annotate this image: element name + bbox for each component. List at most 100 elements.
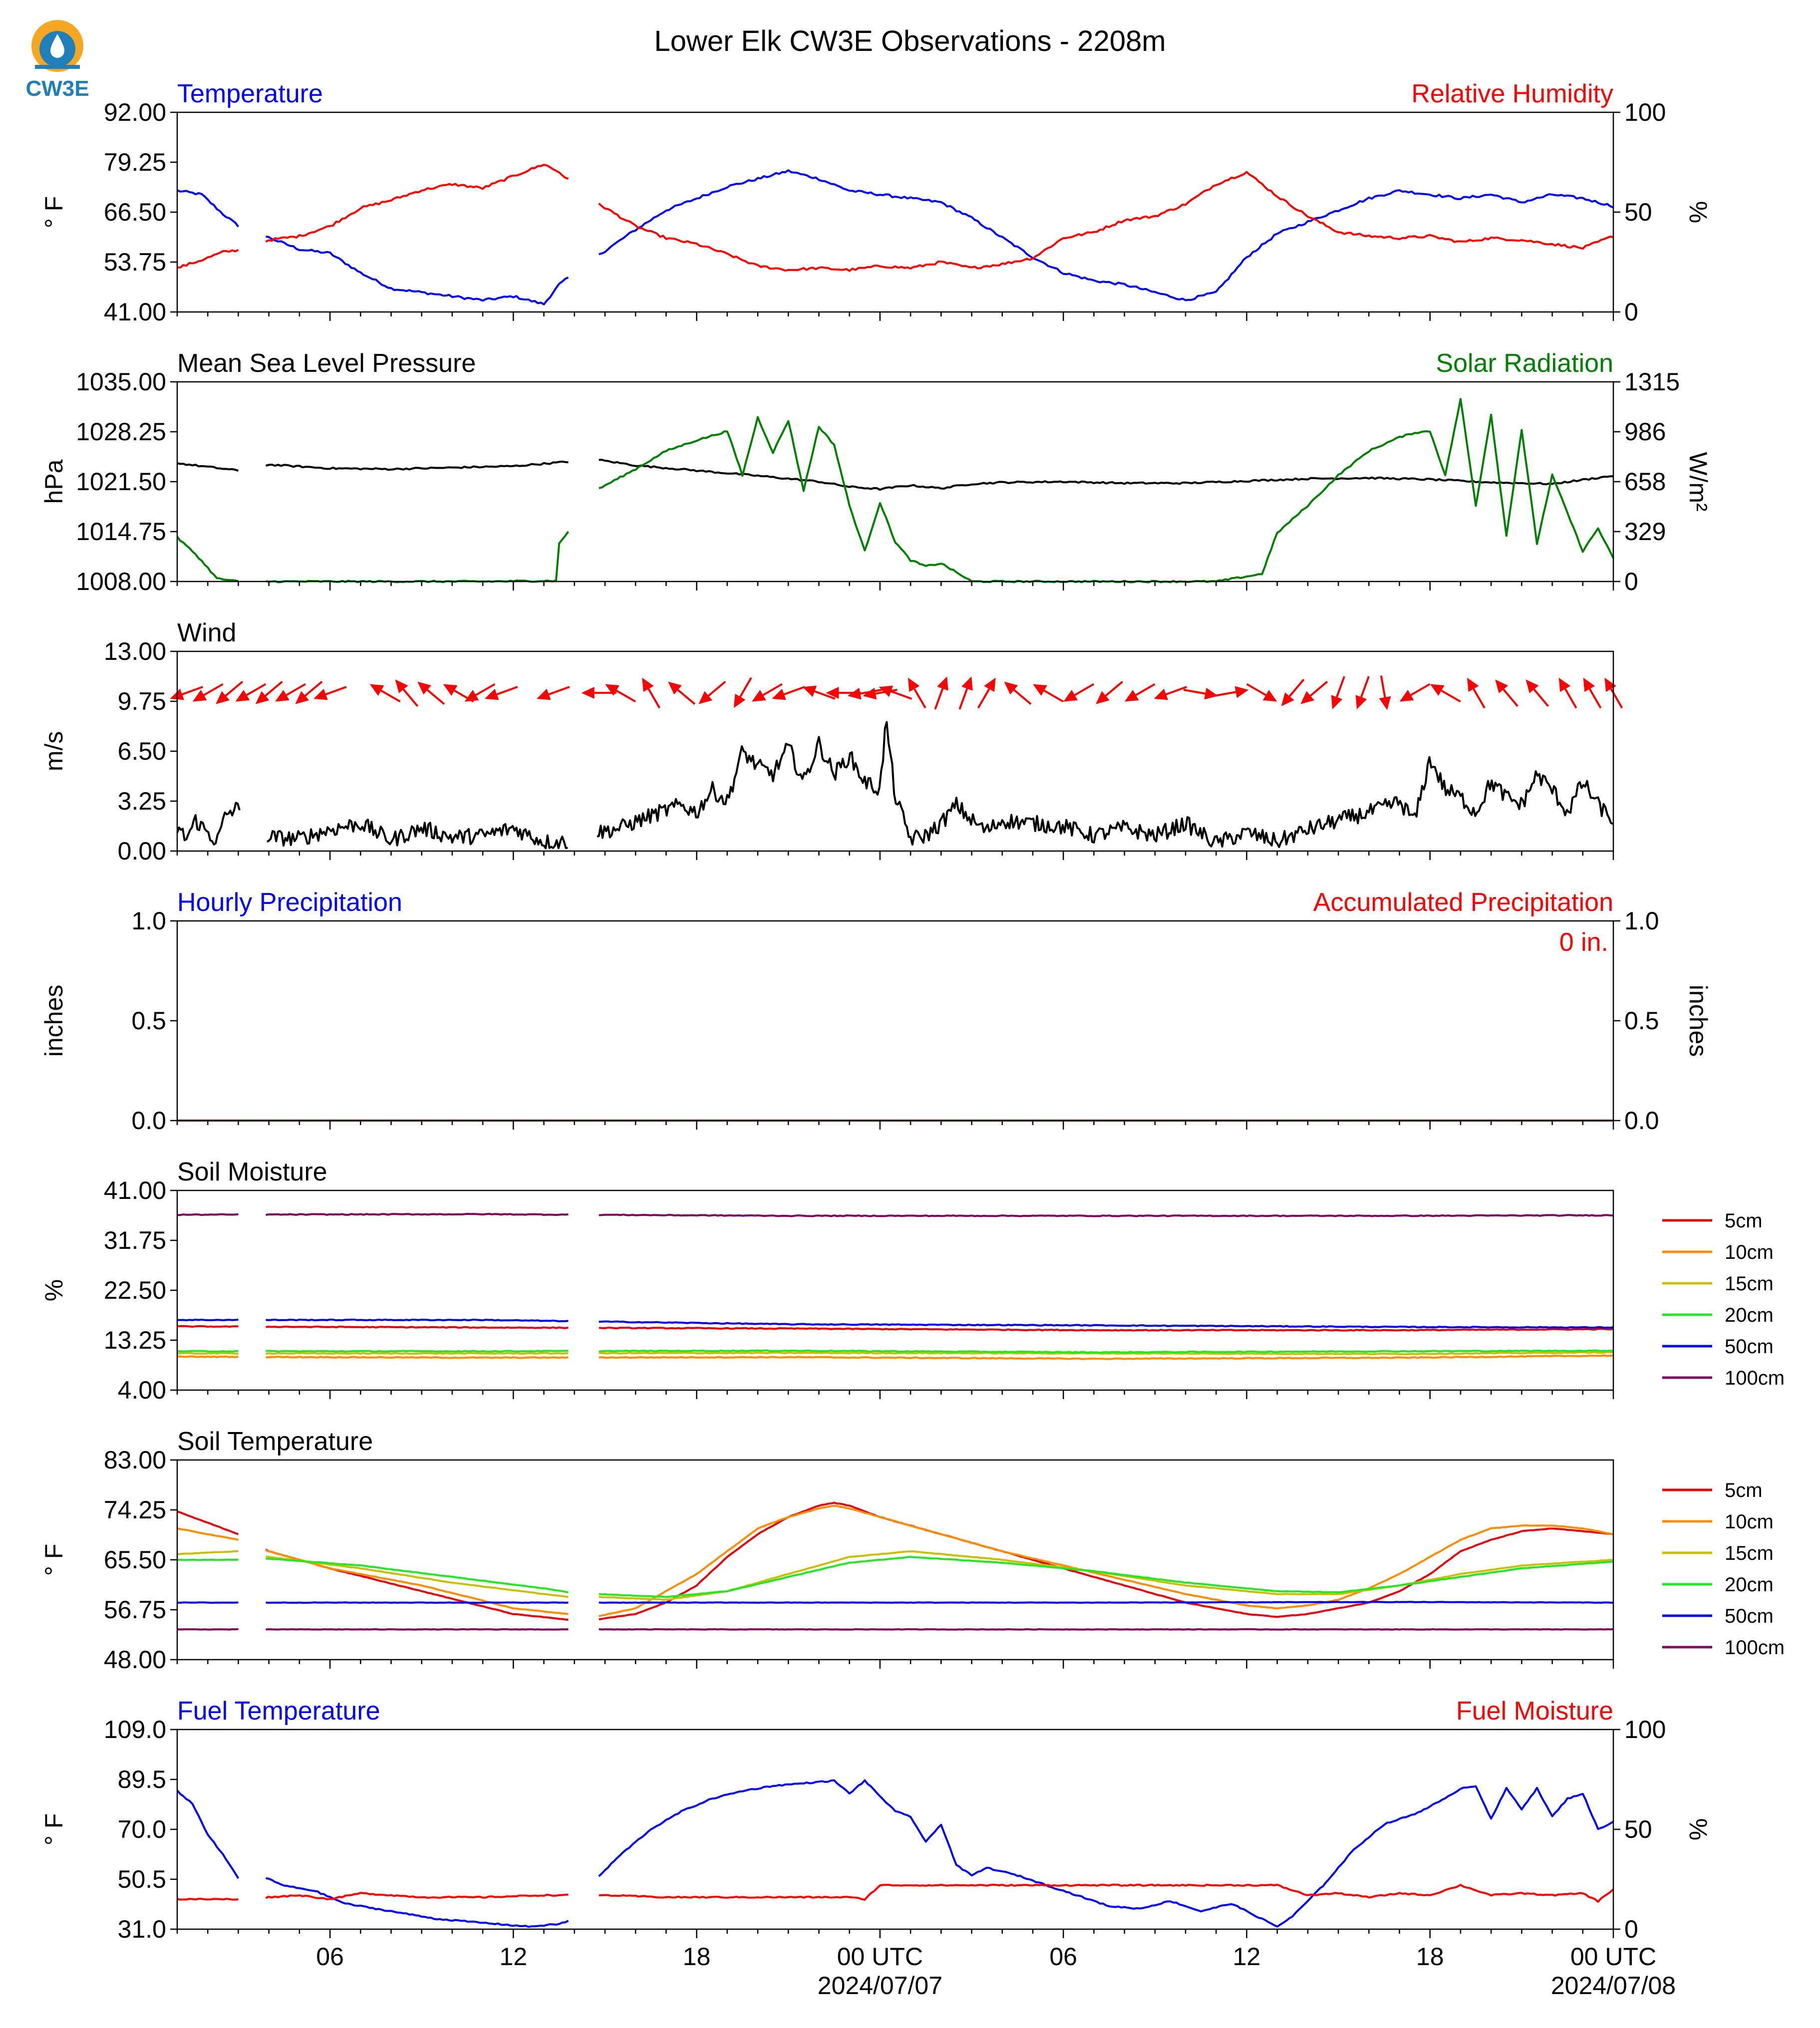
wind-arrow-47 [1430, 684, 1461, 703]
wind-arrow-shaft [1360, 676, 1370, 698]
wind-arrow-33 [1033, 684, 1064, 703]
wind-arrow-52 [1583, 677, 1602, 709]
wind-arrow-head [313, 688, 328, 700]
wind-arrow-head [1399, 690, 1414, 702]
wind-arrow-22 [772, 686, 805, 700]
y-tick-label-left: 92.00 [104, 98, 166, 126]
legend-label-3: 20cm [1725, 1304, 1774, 1326]
y-unit-left: inches [40, 985, 68, 1057]
x-tick-label: 12 [500, 1943, 528, 1971]
wind-arrow-shaft [1588, 688, 1602, 709]
y-unit-left: ° F [40, 1544, 68, 1576]
y-tick-label-left: 65.50 [104, 1546, 166, 1574]
y-tick-label-left: 74.25 [104, 1496, 166, 1524]
y-tick-label-left: 53.75 [104, 248, 166, 276]
panel-fuel: 109.0 89.5 70.0 50.5 31.0 100 50 0 Fuel Temperat… [40, 1697, 1712, 1943]
y-tick-label-left: 1035.00 [76, 368, 166, 396]
y-tick-label-left: 31.75 [104, 1226, 166, 1254]
y-tick-label-left: 89.5 [118, 1765, 166, 1793]
wind-arrow-14 [537, 686, 570, 700]
y-tick-label-left: 31.0 [118, 1915, 166, 1943]
y-tick-label-left: 0.5 [131, 1007, 166, 1035]
wind-arrow-head [484, 688, 499, 700]
wind-arrow-shaft [548, 686, 570, 696]
panel-frame [176, 1729, 1614, 1930]
wind-arrow-head [1262, 690, 1277, 702]
panel-frame [176, 650, 1614, 852]
legend-label-1: 10cm [1725, 1241, 1774, 1263]
x-date-label: 2024/07/07 [818, 1972, 942, 2000]
wind-arrow-head [879, 685, 894, 697]
panel-title-left: Soil Temperature [177, 1427, 373, 1456]
wind-arrow-shaft [286, 683, 306, 696]
y-tick-label-left: 9.75 [118, 687, 166, 715]
wind-arrow-shaft [1533, 688, 1549, 707]
wind-arrow-shaft [977, 688, 990, 709]
panel-frame [176, 381, 1614, 582]
x-tick-label: 12 [1233, 1943, 1261, 1971]
wind-arrow-29 [934, 676, 948, 710]
wind-arrow-head [192, 690, 207, 702]
wind-arrow-head [733, 693, 746, 708]
wind-arrow-shaft [1074, 683, 1095, 696]
y-unit-right: W/m² [1684, 452, 1712, 511]
x-tick-label: 06 [316, 1943, 344, 1971]
wind-arrow-18 [668, 681, 696, 705]
legend-label-3: 20cm [1725, 1574, 1774, 1596]
wind-arrow-shaft [913, 688, 926, 709]
wind-arrow-shaft [1380, 675, 1386, 698]
wind-arrow-51 [1558, 677, 1577, 709]
wind-arrow-head [235, 690, 250, 702]
panel-frame [176, 920, 1614, 1122]
wind-arrow-shaft [402, 688, 419, 707]
precip-total-annotation: 0 in. [1559, 928, 1608, 957]
x-tick-label: 00 UTC [837, 1943, 923, 1971]
y-tick-label-right: 0 [1624, 568, 1638, 595]
wind-arrow-head [275, 690, 290, 702]
y-tick-label-right: 50 [1624, 1815, 1652, 1843]
wind-arrow-shaft [1336, 676, 1345, 698]
wind-arrow-head [752, 690, 766, 702]
wind-arrow-28 [908, 677, 926, 709]
x-tick-label: 00 UTC [1570, 1943, 1656, 1971]
wind-arrow-head [908, 677, 920, 692]
wind-arrow-shaft [1473, 688, 1486, 709]
wind-arrow-41 [1281, 678, 1305, 706]
y-tick-label-right: 329 [1624, 518, 1666, 546]
panel-title-left: Soil Moisture [177, 1158, 327, 1186]
y-tick-label-left: 1008.00 [76, 568, 166, 595]
wind-arrow-4 [255, 681, 283, 704]
panel-title-left: Temperature [177, 79, 323, 108]
wind-arrow-head [1558, 677, 1571, 692]
wind-arrow-head [581, 687, 595, 699]
wind-arrow-shaft [1105, 681, 1124, 697]
wind-arrow-head [772, 688, 786, 700]
wind-arrow-8 [369, 684, 401, 703]
wind-arrow-head [1281, 692, 1294, 706]
series-soil_moisture-3 [177, 1349, 1614, 1354]
wind-arrow-shaft [677, 689, 696, 705]
y-tick-label-right: 100 [1624, 98, 1666, 126]
wind-arrow-head [1604, 677, 1616, 692]
y-tick-label-left: 79.25 [104, 148, 166, 176]
wind-arrow-shaft [1183, 689, 1206, 695]
y-tick-label-right: 658 [1624, 468, 1666, 496]
wind-arrow-shaft [325, 686, 347, 696]
wind-arrow-6 [295, 681, 323, 704]
wind-arrow-37 [1154, 686, 1187, 700]
series-temp_rh-1 [177, 164, 1614, 272]
wind-arrow-12 [464, 683, 496, 702]
wind-arrow-shaft [934, 688, 944, 710]
x-tick-label: 18 [683, 1943, 711, 1971]
panel-precip: 1.0 0.5 0.0 1.0 0.5 0.0 Hourly Precipitation Ac… [40, 888, 1712, 1135]
wind-arrow-1 [192, 683, 224, 702]
wind-arrow-head [668, 681, 682, 695]
series-pressure_solar-1 [176, 398, 1614, 583]
y-tick-label-left: 70.0 [118, 1815, 166, 1843]
series-fuel-0 [176, 1779, 1614, 1928]
wind-arrow-shaft [1246, 683, 1266, 696]
wind-arrow-34 [1063, 683, 1095, 702]
wind-arrow-shaft [426, 689, 445, 705]
series-soil_temperature-4 [177, 1601, 1614, 1604]
wind-arrow-head [1234, 686, 1249, 698]
